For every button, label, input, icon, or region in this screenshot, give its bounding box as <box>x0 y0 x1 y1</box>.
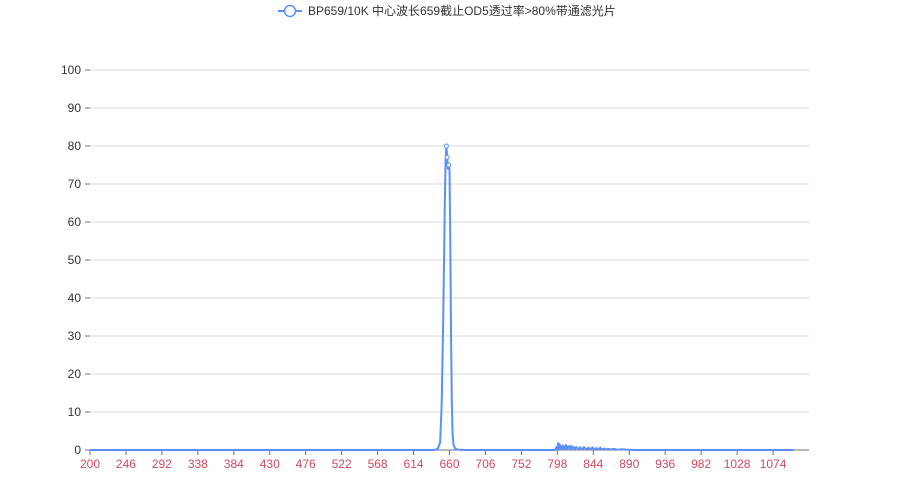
x-tick-label: 614 <box>404 457 424 471</box>
x-axis: 200 246 292 338 384 430 476 522 568 614 660 706 752 7… <box>80 449 809 471</box>
data-point[interactable] <box>446 162 452 168</box>
legend-circle-marker <box>283 4 297 18</box>
x-tick-label: 936 <box>655 457 675 471</box>
x-tick-label: 568 <box>368 457 388 471</box>
x-tick-label: 798 <box>547 457 567 471</box>
y-tick-label: 0 <box>74 443 81 457</box>
y-tick-label: 100 <box>61 63 81 77</box>
y-tick-label: 40 <box>68 291 82 305</box>
y-axis-tick-labels: 0 10 20 30 40 50 60 70 80 90 100 <box>61 63 90 457</box>
x-tick-label: 476 <box>296 457 316 471</box>
x-tick-label: 1028 <box>724 457 751 471</box>
x-tick-label: 246 <box>116 457 136 471</box>
series-group <box>90 143 794 451</box>
x-tick-label: 292 <box>152 457 172 471</box>
x-tick-label: 1074 <box>760 457 787 471</box>
x-tick-label: 522 <box>332 457 352 471</box>
x-tick-label: 200 <box>80 457 100 471</box>
x-tick-label: 982 <box>691 457 711 471</box>
y-tick-label: 50 <box>68 253 82 267</box>
x-tick-label: 338 <box>188 457 208 471</box>
y-tick-label: 70 <box>68 177 82 191</box>
y-tick-label: 10 <box>68 405 82 419</box>
x-tick-label: 706 <box>475 457 495 471</box>
y-tick-label: 30 <box>68 329 82 343</box>
data-point[interactable] <box>444 154 450 160</box>
x-tick-label: 752 <box>511 457 531 471</box>
x-tick-label: 384 <box>224 457 244 471</box>
x-tick-label: 890 <box>619 457 639 471</box>
x-tick-label: 844 <box>583 457 603 471</box>
y-tick-label: 80 <box>68 139 82 153</box>
data-point[interactable] <box>443 143 449 149</box>
x-tick-label: 430 <box>260 457 280 471</box>
y-tick-label: 60 <box>68 215 82 229</box>
x-tick-label: 660 <box>439 457 459 471</box>
legend[interactable]: BP659/10K 中心波长659截止OD5透过率>80%带通滤光片 <box>278 3 616 18</box>
legend-label: BP659/10K 中心波长659截止OD5透过率>80%带通滤光片 <box>308 3 616 18</box>
y-tick-label: 90 <box>68 101 82 115</box>
y-tick-label: 20 <box>68 367 82 381</box>
